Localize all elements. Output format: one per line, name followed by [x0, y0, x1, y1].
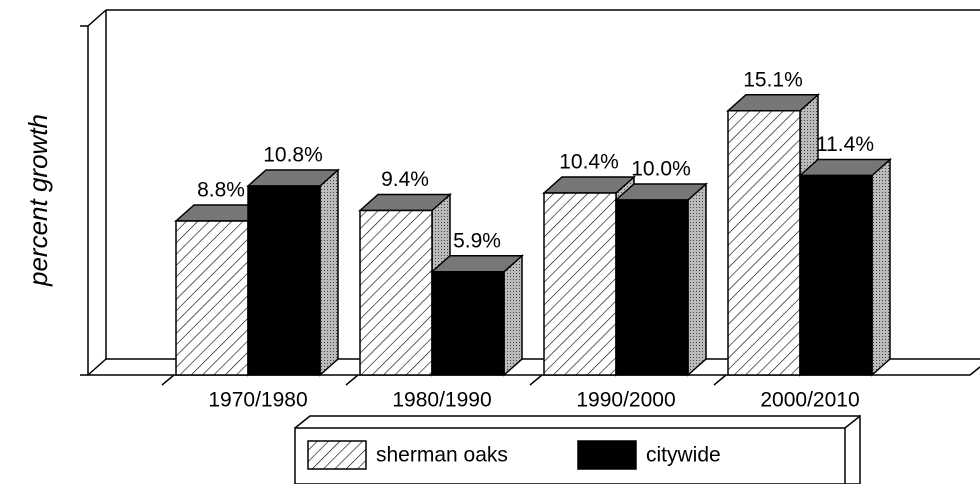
- bar-side: [687, 182, 707, 377]
- value-label: 15.1%: [743, 68, 803, 91]
- bar: [431, 271, 505, 376]
- x-tick-label: 1970/1980: [208, 389, 307, 412]
- value-label: 10.4%: [559, 151, 619, 174]
- value-label: 8.8%: [197, 179, 245, 202]
- bar-side: [319, 168, 339, 377]
- x-tick: [713, 374, 727, 386]
- legend-label: citywide: [646, 444, 721, 467]
- bar: [799, 174, 873, 376]
- value-label: 11.4%: [816, 133, 874, 156]
- bar: [615, 199, 689, 376]
- y-axis-label: percent growth: [23, 114, 53, 287]
- x-tick: [161, 374, 175, 386]
- value-label: 10.0%: [631, 158, 691, 181]
- value-label: 5.9%: [453, 229, 501, 252]
- x-tick-label: 1980/1990: [392, 389, 491, 412]
- legend-swatch: [307, 440, 367, 470]
- legend-swatch: [577, 440, 637, 470]
- bar: [359, 209, 433, 376]
- x-tick-label: 1990/2000: [576, 389, 675, 412]
- value-label: 9.4%: [381, 168, 429, 191]
- bar-side: [871, 157, 891, 377]
- x-tick: [529, 374, 543, 386]
- value-label: 10.8%: [263, 144, 323, 167]
- x-tick: [345, 374, 359, 386]
- bar: [543, 192, 617, 376]
- bar-side: [503, 254, 523, 377]
- bar: [727, 110, 801, 376]
- bar: [247, 185, 321, 376]
- bar: [175, 220, 249, 376]
- legend-label: sherman oaks: [376, 444, 508, 467]
- x-tick-label: 2000/2010: [760, 389, 859, 412]
